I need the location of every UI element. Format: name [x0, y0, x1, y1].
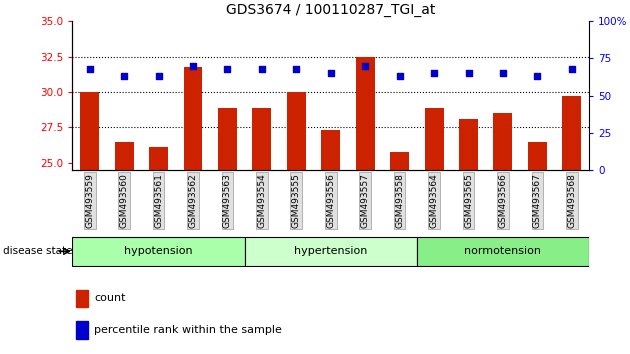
Text: GSM493554: GSM493554: [258, 173, 266, 228]
Bar: [287, 92, 306, 170]
Text: GSM493557: GSM493557: [361, 173, 370, 228]
Text: disease state: disease state: [3, 246, 72, 256]
Text: GSM493556: GSM493556: [326, 173, 335, 228]
Point: [464, 70, 474, 76]
Text: GSM493568: GSM493568: [568, 173, 576, 228]
Bar: [183, 67, 202, 170]
Text: GSM493565: GSM493565: [464, 173, 473, 228]
Point: [291, 66, 301, 72]
Bar: [253, 108, 272, 170]
Point: [119, 73, 129, 79]
FancyBboxPatch shape: [417, 237, 589, 266]
Bar: [390, 152, 409, 170]
Text: GSM493567: GSM493567: [533, 173, 542, 228]
Text: GSM493560: GSM493560: [120, 173, 129, 228]
Bar: [76, 290, 88, 307]
Bar: [425, 108, 444, 170]
Text: count: count: [94, 293, 125, 303]
Bar: [563, 96, 581, 170]
Text: GSM493559: GSM493559: [85, 173, 94, 228]
Point: [394, 73, 404, 79]
Text: hypertension: hypertension: [294, 246, 367, 256]
Text: GSM493563: GSM493563: [223, 173, 232, 228]
Point: [257, 66, 267, 72]
Bar: [80, 92, 99, 170]
Text: GSM493558: GSM493558: [395, 173, 404, 228]
Text: GSM493561: GSM493561: [154, 173, 163, 228]
Point: [532, 73, 542, 79]
Point: [84, 66, 94, 72]
Text: GSM493566: GSM493566: [498, 173, 507, 228]
Text: GSM493555: GSM493555: [292, 173, 301, 228]
Bar: [76, 321, 88, 339]
Title: GDS3674 / 100110287_TGI_at: GDS3674 / 100110287_TGI_at: [226, 4, 435, 17]
Text: normotension: normotension: [464, 246, 541, 256]
Text: GSM493562: GSM493562: [188, 173, 197, 228]
Point: [567, 66, 577, 72]
Bar: [459, 119, 478, 170]
FancyBboxPatch shape: [244, 237, 417, 266]
Point: [326, 70, 336, 76]
Point: [154, 73, 164, 79]
Bar: [218, 108, 237, 170]
Bar: [321, 130, 340, 170]
Text: GSM493564: GSM493564: [430, 173, 438, 228]
Bar: [493, 113, 512, 170]
Text: percentile rank within the sample: percentile rank within the sample: [94, 325, 282, 335]
Point: [188, 63, 198, 69]
Point: [429, 70, 439, 76]
FancyBboxPatch shape: [72, 237, 244, 266]
Bar: [115, 142, 134, 170]
Point: [222, 66, 232, 72]
Bar: [528, 142, 547, 170]
Bar: [149, 147, 168, 170]
Text: hypotension: hypotension: [124, 246, 193, 256]
Point: [498, 70, 508, 76]
Bar: [356, 57, 375, 170]
Point: [360, 63, 370, 69]
